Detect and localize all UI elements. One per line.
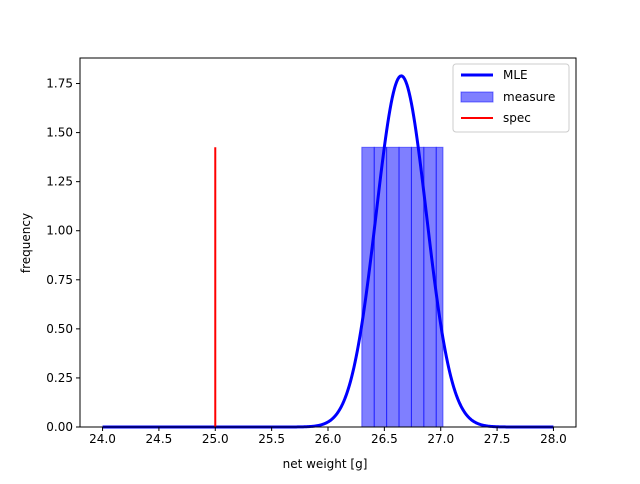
legend: MLE measure spec	[452, 63, 570, 133]
y-tick-label: 1.00	[46, 224, 73, 238]
histogram-bar-5	[410, 146, 425, 428]
legend-label: MLE	[503, 68, 528, 82]
x-tick-label: 26.5	[371, 432, 398, 446]
x-tick-label: 26.0	[315, 432, 342, 446]
x-tick-label: 25.5	[258, 432, 285, 446]
y-tick-label: 0.25	[46, 371, 73, 385]
y-tick-label: 0.75	[46, 273, 73, 287]
histogram-bar-7	[435, 146, 444, 428]
x-tick-label: 27.5	[484, 432, 511, 446]
x-tick-label: 24.0	[89, 432, 116, 446]
y-tick-label: 1.25	[46, 175, 73, 189]
x-tick-label: 28.0	[540, 432, 567, 446]
legend-box	[452, 63, 570, 133]
y-axis-label: frequency	[19, 213, 33, 273]
x-axis-label: net weight [g]	[283, 457, 368, 471]
y-tick-label: 0.50	[46, 322, 73, 336]
x-tick-label: 27.0	[427, 432, 454, 446]
x-tick-label: 24.5	[146, 432, 173, 446]
y-tick-label: 1.75	[46, 77, 73, 91]
axes: 24.0 24.5 25.0 25.5 26.0 26.5 27.0 27.5 28.0 0.00…	[46, 57, 577, 446]
y-tick-label: 1.50	[46, 126, 73, 140]
legend-swatch-measure	[460, 91, 494, 103]
legend-label: measure	[503, 90, 555, 104]
y-tick-label: 0.00	[46, 420, 73, 434]
legend-label: spec	[503, 111, 531, 125]
x-tick-label: 25.0	[202, 432, 229, 446]
histogram-bar-4	[398, 146, 412, 428]
histogram-bar-3	[386, 146, 400, 428]
